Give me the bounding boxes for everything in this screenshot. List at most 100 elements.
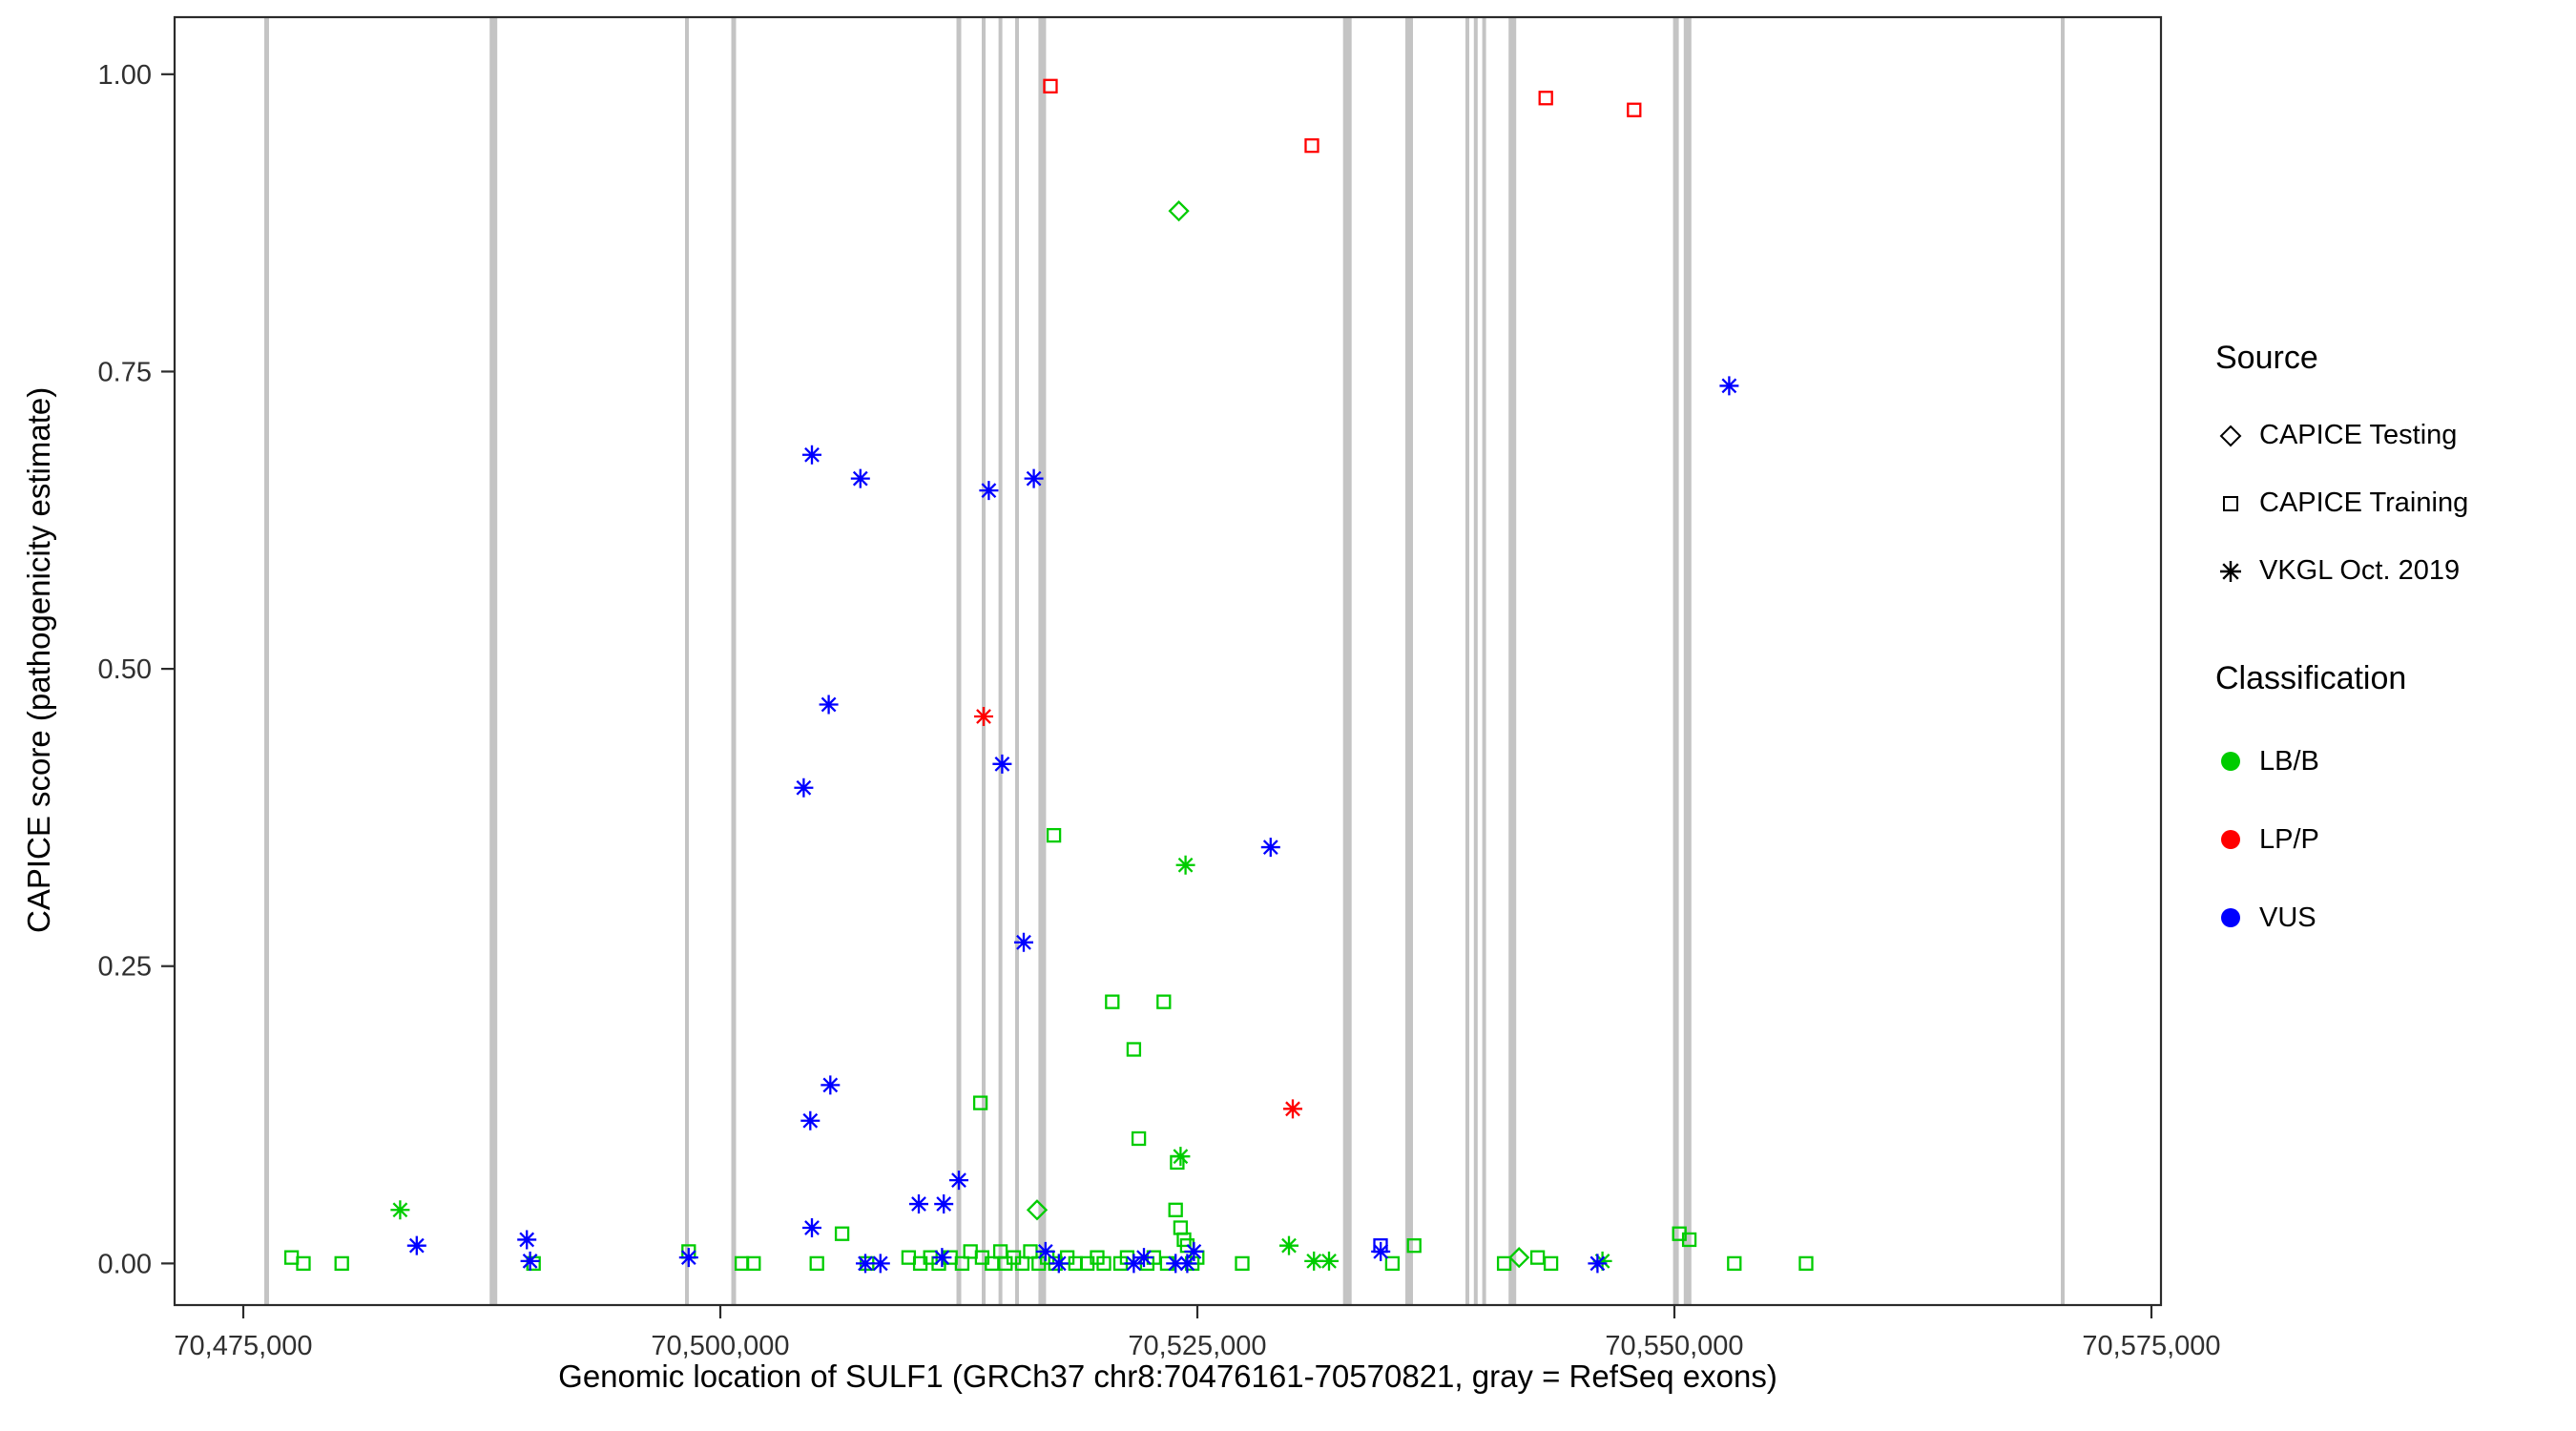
point-asterisk (390, 1200, 410, 1220)
point-asterisk (1304, 1251, 1324, 1271)
point-square (1529, 1250, 1546, 1265)
exon-bar (1342, 17, 1352, 1305)
legend-item-capice-testing: CAPICE Testing (2215, 402, 2570, 469)
point-asterisk (1175, 855, 1195, 875)
point-square (1131, 1130, 1147, 1147)
point-asterisk (1171, 1147, 1191, 1167)
exon-bar (982, 17, 986, 1305)
point-asterisk (1177, 1254, 1197, 1274)
x-tick-label: 70,475,000 (174, 1331, 312, 1361)
point-asterisk (520, 1251, 540, 1271)
point-square (734, 1255, 750, 1272)
exon-bar (1038, 17, 1047, 1305)
square-icon (2223, 495, 2238, 511)
legend-item-label: CAPICE Testing (2259, 420, 2458, 450)
legend-item-capice-training: CAPICE Training (2215, 469, 2570, 537)
legend-item-label: LB/B (2259, 745, 2319, 777)
point-asterisk (802, 445, 821, 465)
lbb-color-dot (2221, 752, 2240, 771)
point-asterisk (800, 1110, 821, 1130)
point-asterisk (517, 1230, 537, 1250)
exon-bar (956, 17, 962, 1305)
exon-bar (731, 17, 737, 1305)
point-square (1014, 1255, 1030, 1272)
point-asterisk (934, 1194, 954, 1214)
point-square (963, 1244, 978, 1259)
legend-classification-title: Classification (2215, 660, 2407, 696)
point-asterisk (1319, 1251, 1339, 1271)
exon-bar (1015, 17, 1019, 1305)
exon-bar (1465, 17, 1469, 1305)
exon-bar (1473, 17, 1478, 1305)
y-tick-label: 0.25 (98, 952, 152, 983)
point-square (1727, 1255, 1742, 1272)
point-asterisk (1592, 1251, 1612, 1271)
point-asterisk (856, 1254, 875, 1274)
x-tick-label: 70,550,000 (1605, 1331, 1743, 1361)
point-square (1496, 1255, 1512, 1272)
point-asterisk (1124, 1254, 1144, 1274)
y-tick-label: 1.00 (98, 60, 152, 91)
point-asterisk (1035, 1241, 1055, 1261)
exon-bar (2061, 17, 2065, 1305)
point-square (1384, 1255, 1401, 1272)
point-square (1043, 78, 1058, 93)
point-asterisk (1279, 1235, 1298, 1255)
point-square (283, 1250, 300, 1265)
x-axis-title: Genomic location of SULF1 (GRCh37 chr8:7… (558, 1358, 1777, 1394)
point-asterisk (1588, 1254, 1608, 1274)
exon-bar (998, 17, 1003, 1305)
point-square (972, 1095, 988, 1110)
point-square (296, 1255, 311, 1272)
point-asterisk (974, 706, 993, 726)
x-tick-label: 70,575,000 (2082, 1331, 2220, 1361)
point-square (1798, 1255, 1814, 1272)
panel-border (173, 15, 2163, 1307)
y-tick-label: 0.50 (98, 654, 152, 685)
point-asterisk (1166, 1254, 1186, 1274)
point-square (1168, 1202, 1183, 1217)
refseq-exon-bars (263, 17, 2065, 1305)
point-square (1543, 1255, 1559, 1272)
point-asterisk (1719, 376, 1739, 396)
point-asterisk (1049, 1254, 1069, 1274)
exon-bar (263, 17, 269, 1305)
data-points (283, 78, 1814, 1274)
point-square (1156, 994, 1172, 1009)
y-tick-label: 0.75 (98, 357, 152, 387)
point-square (1023, 1244, 1038, 1259)
point-diamond (1168, 200, 1190, 222)
legend-item-vkgl: VKGL Oct. 2019 (2215, 537, 2570, 605)
lpp-color-dot (2221, 830, 2240, 849)
legend-classification-block: Classification LB/B LP/P VUS (2215, 660, 2570, 957)
point-asterisk (802, 1217, 821, 1237)
point-square (1126, 1042, 1142, 1057)
legend-item-lpp: LP/P (2215, 800, 2570, 879)
point-square (746, 1255, 761, 1272)
exon-bar (685, 17, 689, 1305)
legend-source-title: Source (2215, 340, 2318, 376)
exon-bar (1508, 17, 1517, 1305)
point-square (834, 1226, 850, 1241)
exon-bar (1405, 17, 1413, 1305)
point-square (1105, 994, 1120, 1009)
point-square (1173, 1220, 1189, 1235)
point-asterisk (949, 1171, 968, 1191)
point-asterisk (678, 1248, 698, 1268)
legend-item-label: LP/P (2259, 823, 2319, 855)
point-asterisk (1371, 1241, 1391, 1261)
point-square (334, 1255, 349, 1272)
point-square (1406, 1238, 1422, 1254)
y-axis-title: CAPICE score (pathogenicity estimate) (21, 386, 56, 933)
point-asterisk (821, 1075, 841, 1095)
legend-item-vus: VUS (2215, 879, 2570, 957)
point-square (954, 1255, 970, 1272)
exon-bar (489, 17, 498, 1305)
vus-color-dot (2221, 908, 2240, 927)
legend-item-label: VUS (2259, 902, 2316, 933)
point-diamond (1026, 1199, 1049, 1221)
exon-bar (1672, 17, 1679, 1305)
x-tick-label: 70,500,000 (651, 1331, 789, 1361)
